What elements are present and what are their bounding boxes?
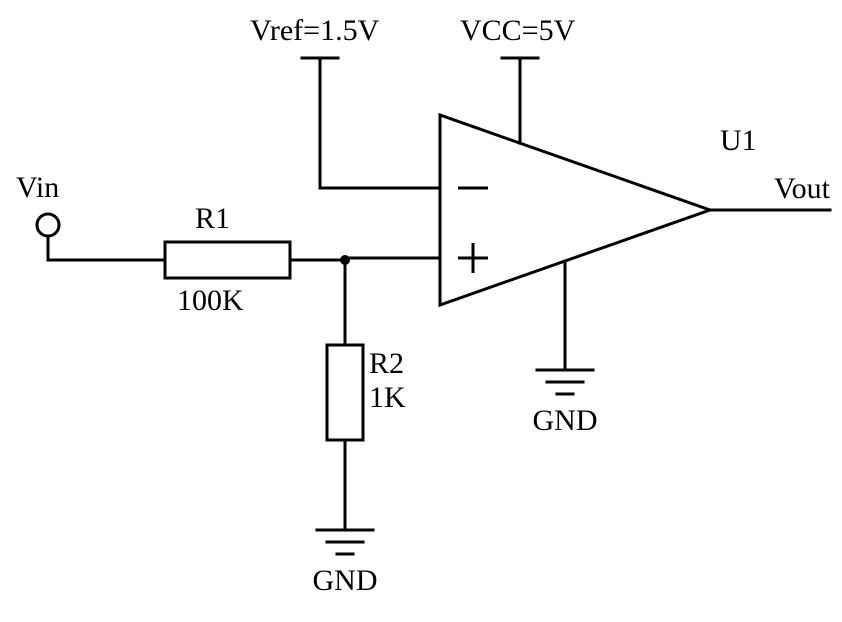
gnd-label-opamp: GND	[533, 404, 598, 437]
gnd-symbol-opamp	[537, 370, 593, 394]
vin-label: Vin	[16, 171, 59, 204]
resistor-r2	[327, 345, 363, 440]
circuit-diagram: Vin R1 100K R21K GND U1 Vref=1.5V VCC=5V GND Vout	[0, 0, 842, 622]
vcc-label: VCC=5V	[460, 14, 576, 47]
gnd-label-r2: GND	[313, 564, 378, 597]
resistor-r1	[165, 242, 290, 278]
r2-name-label: R2	[369, 347, 404, 380]
u1-label: U1	[720, 124, 757, 157]
r1-value-label: 100K	[177, 284, 244, 317]
r2-value-label: 1K	[369, 381, 406, 414]
r1-name-label: R1	[195, 202, 230, 235]
gnd-symbol-r2	[317, 530, 373, 554]
vout-label: Vout	[774, 172, 831, 205]
opamp-u1	[440, 115, 710, 305]
vref-label: Vref=1.5V	[250, 14, 380, 47]
vin-terminal	[37, 214, 59, 236]
